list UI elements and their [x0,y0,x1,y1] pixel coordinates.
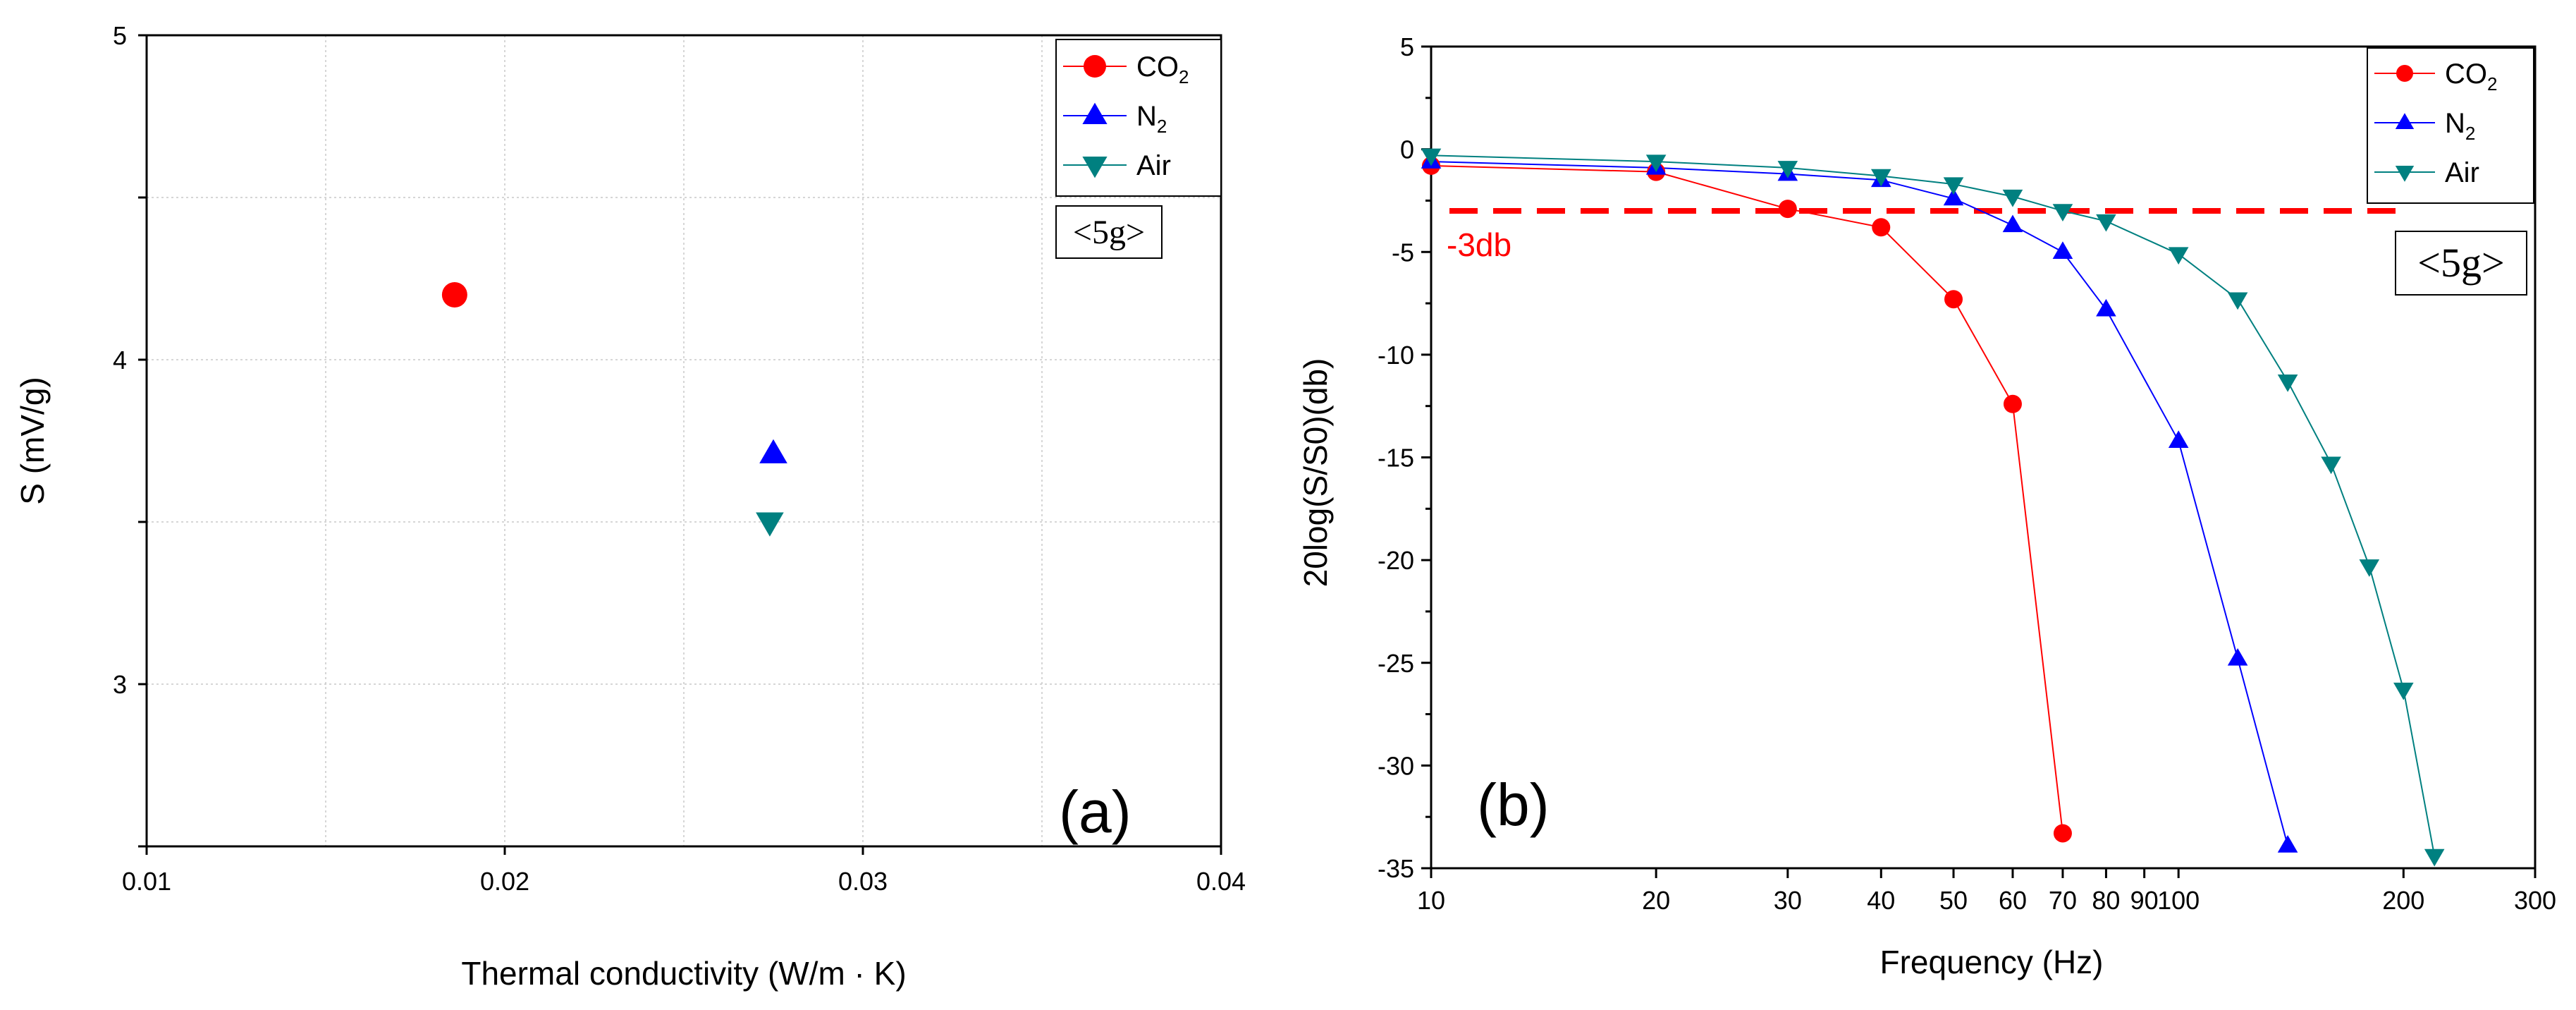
data-point-air [2052,204,2073,221]
data-point-n [2277,835,2298,853]
data-point-air [2359,559,2380,577]
data-point-air [2168,247,2189,265]
legend-marker-air [2395,166,2415,182]
data-point-air [2321,456,2341,475]
panel-a-sample-box [1055,205,1163,259]
series-line-air [1430,154,2436,856]
panel-a-y-axis-label: S (mV/g) [14,377,51,504]
data-point-n [1943,188,1964,206]
data-point-air [2096,214,2116,232]
panel-b-x-tick-label: 100 [2157,886,2200,915]
data-point-air [2227,292,2248,310]
data-point-air [2277,374,2298,392]
panel-a-chart: 0.01 0.02 0.03 0.04 3 4 5 Thermal conductivity… [14,21,1246,992]
panel-b-sample-box [2395,231,2527,296]
panel-b-y-tick-label: -30 [1378,751,1414,780]
panel-b-x-tick-label: 80 [2092,886,2120,915]
panel-a-label: (a) [1059,779,1131,845]
data-point-co [1872,218,1891,237]
panel-b-y-tick-label: -20 [1378,546,1414,575]
data-point-air [2424,848,2445,867]
panel-a-x-tick-label: 0.02 [480,867,529,896]
data-point-co [1778,200,1797,219]
panel-a-point-air [756,512,784,537]
data-point-n [2227,647,2248,666]
panel-a-plot-frame [145,34,1222,848]
panel-b-y-tick-label: 0 [1400,135,1414,164]
series-line-n [1430,161,2289,846]
panel-b-x-tick-label: 70 [2049,886,2077,915]
data-point-air [1421,148,1442,166]
panel-b-y-tick-label: -10 [1378,341,1414,370]
legend-marker-n [1082,102,1108,124]
panel-b-y-tick-label: -15 [1378,444,1414,473]
data-point-air [1645,154,1667,173]
panel-a-y-tick-label: 3 [113,670,127,699]
panel-b-x-tick-label: 20 [1642,886,1670,915]
panel-a-point-co [441,282,467,308]
data-point-air [2002,189,2023,207]
legend-marker-n [2395,113,2415,129]
panel-b-x-axis-label: Frequency (Hz) [1880,944,2104,980]
panel-b-x-tick-label: 90 [2130,886,2159,915]
series-line-co [1430,164,2063,834]
panel-b-x-tick-label: 10 [1417,886,1445,915]
legend-label-n: N2 [2445,108,2475,144]
panel-b-x-tick-label: 60 [1999,886,2027,915]
cutoff-label: -3db [1447,226,1511,263]
panel-b-x-tick-label: 300 [2514,886,2556,915]
data-point-n [2096,298,2116,317]
data-point-n [2052,241,2073,259]
data-point-air [2393,682,2414,700]
panel-b-x-tick-label: 50 [1939,886,1968,915]
panel-b-y-tick-label: -5 [1392,238,1414,267]
panel-a-x-axis-label: Thermal conductivity (W/m · K) [461,955,906,992]
panel-b-label: (b) [1477,772,1550,838]
panel-a-x-tick-label: 0.01 [122,867,171,896]
panel-b-x-tick-label: 200 [2382,886,2424,915]
panel-b-sample-label: <5g> [2417,240,2504,286]
panel-a-y-tick-label: 4 [113,346,127,375]
panel-b-y-axis-label: 20log(S/S0)(db) [1297,358,1334,588]
data-point-air [1943,177,1964,195]
data-point-air [1777,161,1798,178]
panel-b-x-tick-label: 40 [1867,886,1895,915]
data-point-co [2003,394,2022,413]
legend-marker-co [1084,55,1106,78]
data-point-air [1870,169,1891,187]
panel-a-sample-label: <5g> [1073,214,1145,251]
legend-label-air: Air [1136,150,1171,181]
legend-marker-co [2396,65,2413,82]
panel-a-x-tick-label: 0.04 [1196,867,1246,896]
panel-b-y-tick-label: -35 [1378,854,1414,883]
panel-a-point-n [759,439,787,463]
legend-marker-air [1082,157,1108,178]
panel-b-x-tick-label: 30 [1774,886,1802,915]
data-point-co [1944,290,1963,309]
panel-a-y-tick-label: 5 [113,21,127,50]
panel-a-x-tick-label: 0.03 [838,867,888,896]
data-point-co [2053,824,2072,843]
data-point-n [2168,430,2189,448]
panel-b-y-tick-label: -25 [1378,649,1414,678]
legend-label-air: Air [2445,157,2479,188]
data-point-n [2002,214,2023,233]
panel-b-y-tick-label: 5 [1400,32,1414,61]
